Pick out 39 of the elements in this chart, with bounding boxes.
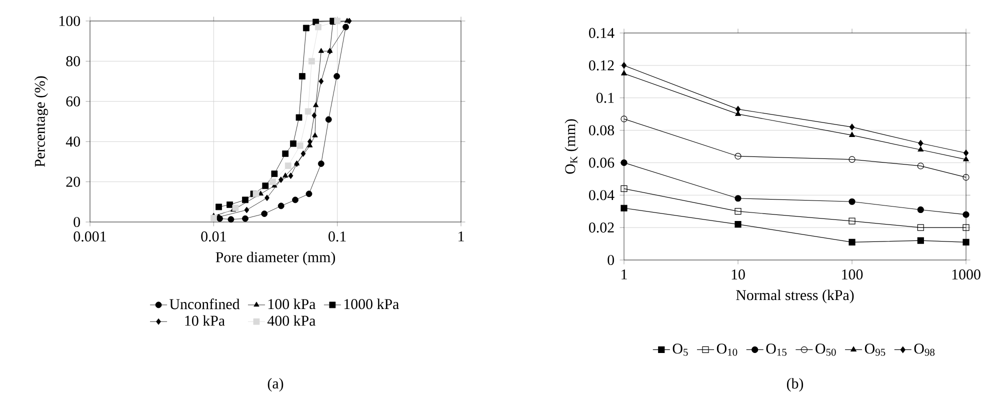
text: (b): [786, 378, 804, 392]
x-tick-label: 10: [732, 269, 745, 280]
legend-label: Unconfined: [170, 298, 240, 310]
x-tick-label: 0.1: [328, 231, 346, 242]
legend-label: O$_{5}$: [672, 344, 688, 356]
text: (a): [268, 378, 284, 392]
legend-label: O$_{50}$: [816, 344, 836, 356]
y-tick-label: 0.06: [588, 158, 614, 168]
x-tick-label: 1000: [952, 269, 980, 280]
y-tick-label: 100: [59, 16, 80, 26]
legend-label: 400 kPa: [267, 315, 316, 326]
x-axis-title: Pore diameter (mm): [216, 252, 336, 266]
legend-label: 10 kPa: [185, 315, 225, 326]
legend-label: O$_{98}$: [914, 344, 935, 356]
legend-label: O$_{10}$: [716, 344, 738, 356]
y-tick-label: 0.04: [588, 190, 614, 200]
y-tick-label: 0.12: [588, 60, 614, 71]
legend-label: O$_{15}$: [766, 344, 786, 356]
y-tick-label: 40: [66, 136, 80, 147]
y-tick-label: 80: [66, 56, 80, 66]
x-tick-label: 0.01: [201, 231, 226, 242]
y-tick-label: 0: [74, 216, 80, 228]
x-axis-title: Normal stress (kPa): [736, 290, 854, 304]
y-tick-label: 0.08: [588, 125, 614, 136]
y-tick-label: 0.1: [596, 92, 614, 103]
x-tick-label: 1: [622, 269, 627, 280]
x-tick-label: 1: [458, 231, 464, 242]
y-tick-label: 0: [608, 254, 614, 266]
y-tick-label: 0.02: [588, 222, 614, 233]
legend-label: O$_{95}$: [864, 344, 886, 356]
y-tick-label: 60: [66, 96, 80, 106]
y-axis-title: Percentage (%): [34, 76, 48, 167]
x-tick-label: 0.001: [74, 231, 106, 242]
y-tick-label: 0.14: [588, 28, 614, 38]
legend-label: 1000 kPa: [344, 298, 399, 310]
legend-label: 100 kPa: [268, 298, 316, 310]
y-axis-title: O$_{K}$ (mm): [564, 119, 578, 174]
y-tick-label: 20: [66, 176, 80, 187]
x-tick-label: 100: [842, 269, 863, 280]
